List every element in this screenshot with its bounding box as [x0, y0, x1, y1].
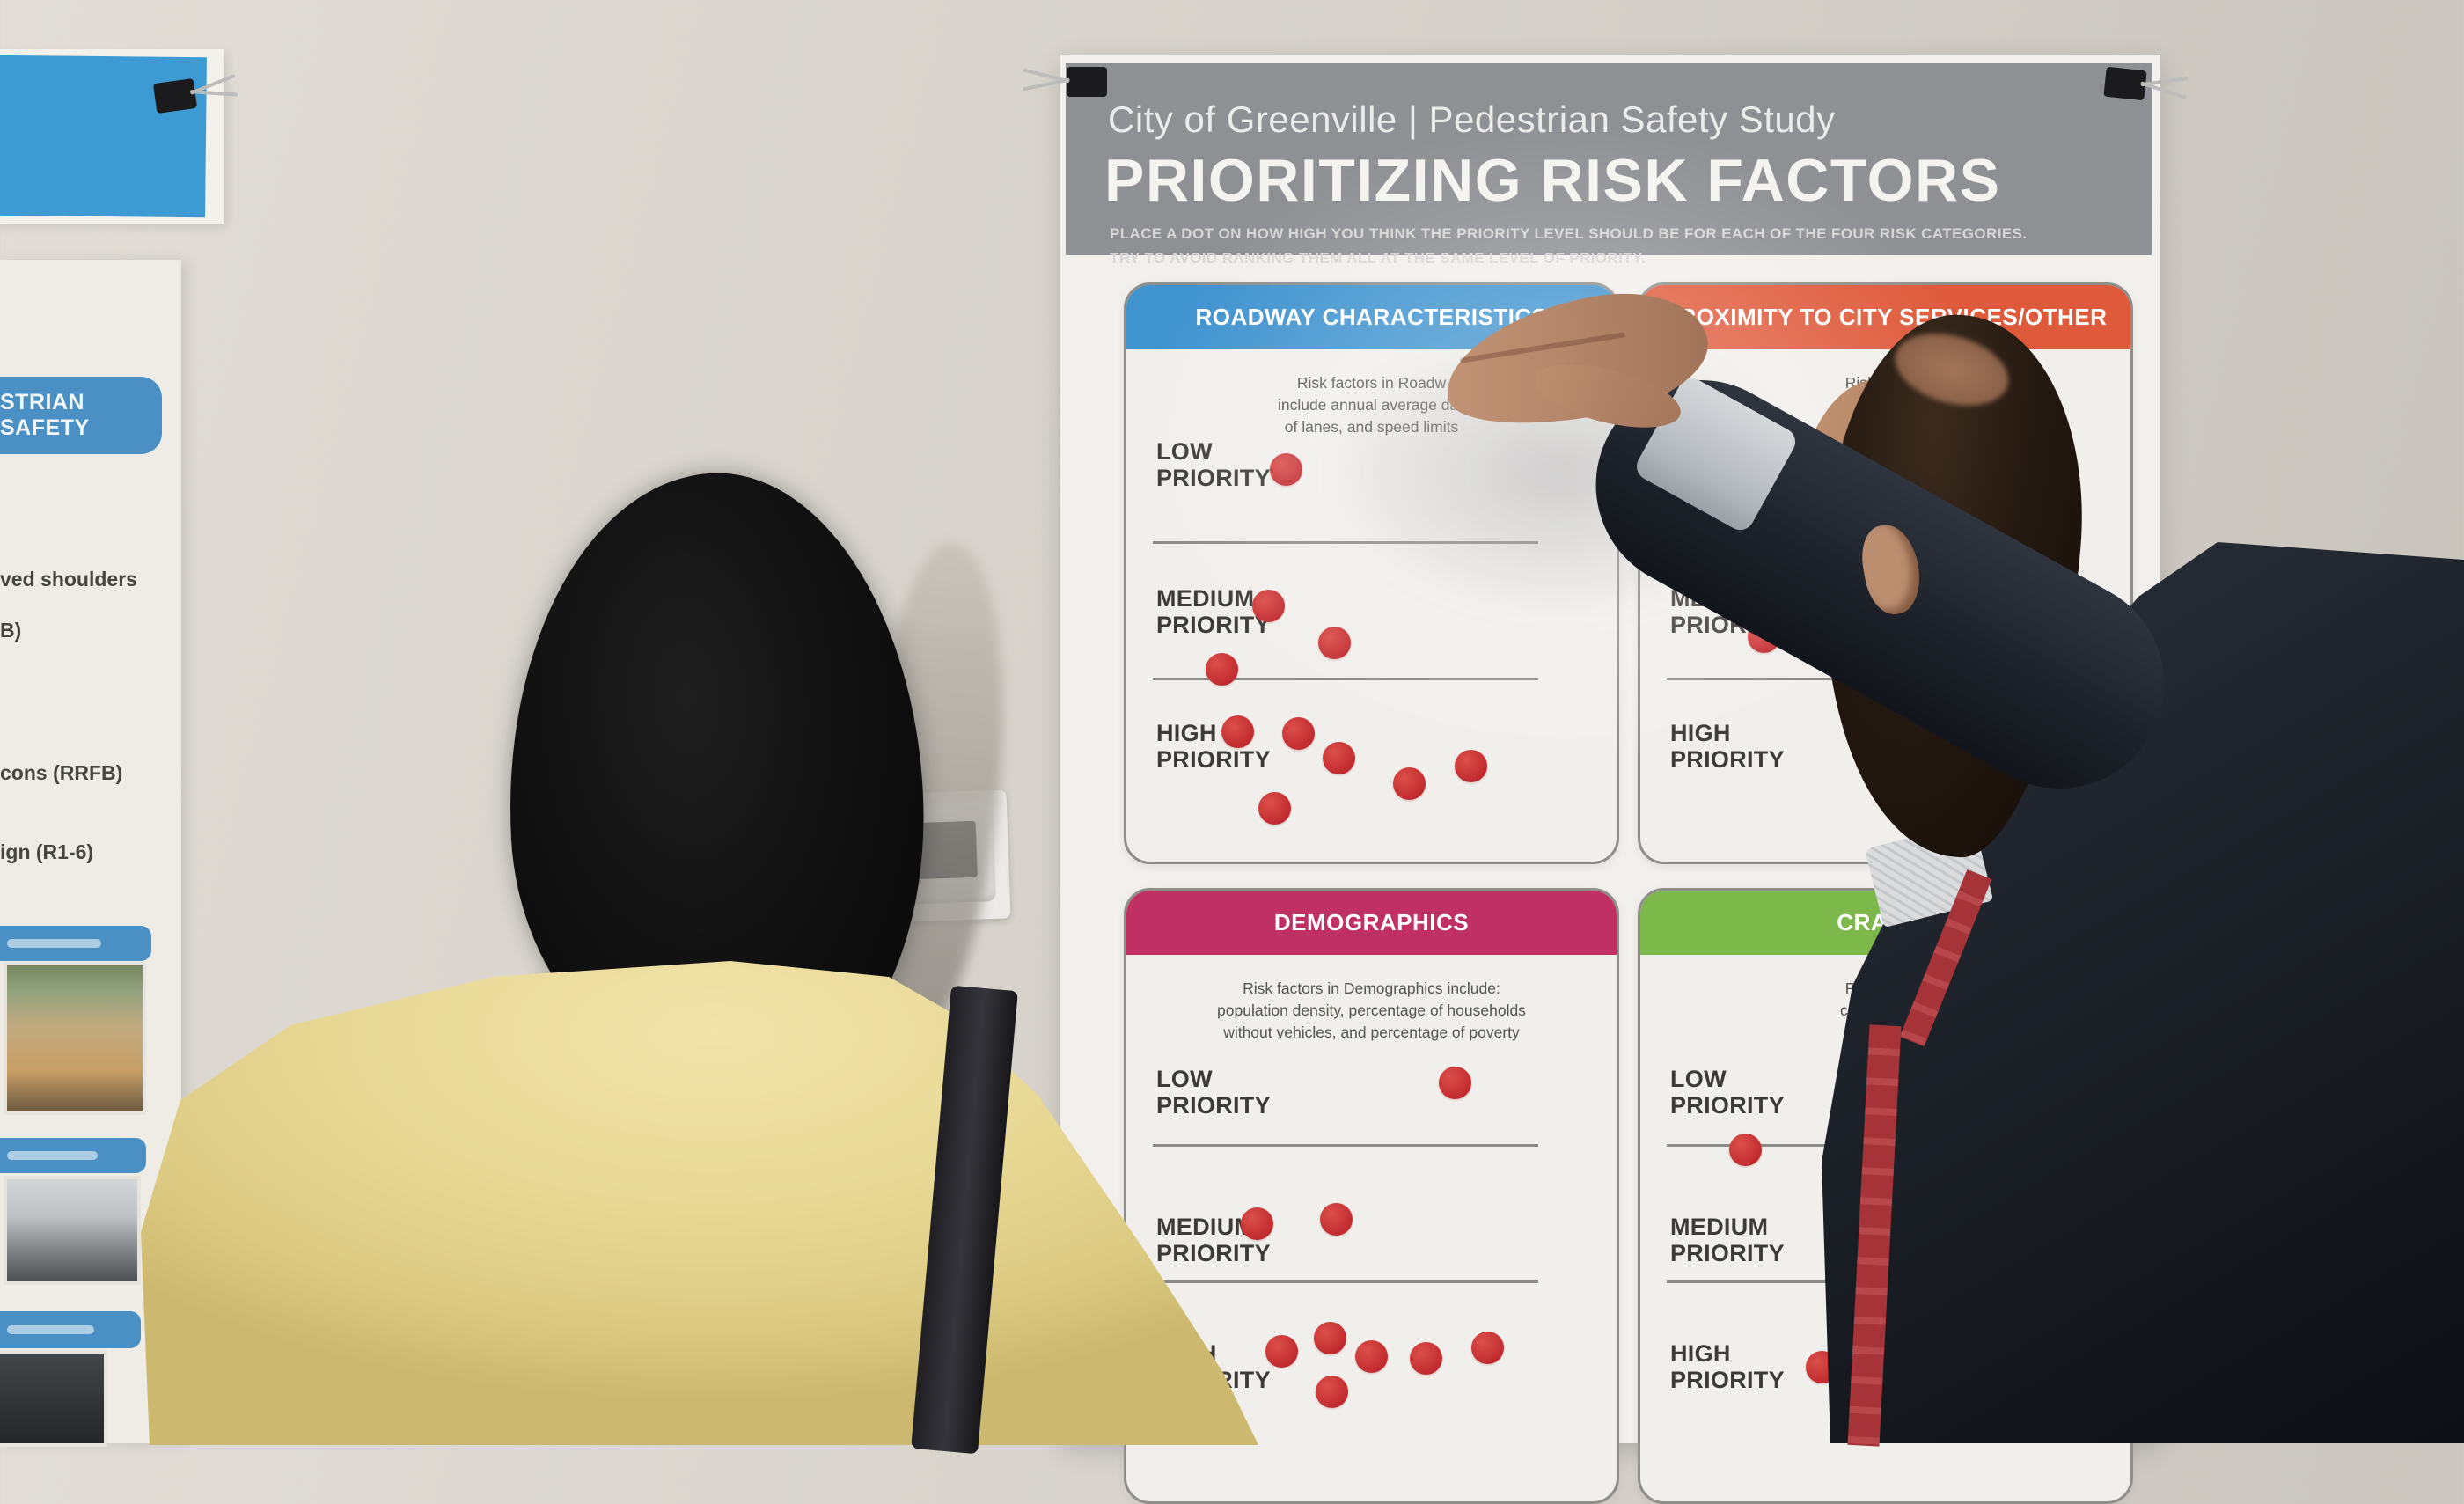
- priority-dot-sticker: [1314, 1322, 1346, 1354]
- left-poster-section-bar: [0, 926, 151, 961]
- left-poster-item: cons (RRFB): [0, 761, 123, 784]
- priority-divider: [1153, 1280, 1538, 1283]
- priority-dot-sticker: [1252, 590, 1285, 622]
- card-description-line: population density, percentage of househ…: [1217, 1001, 1526, 1019]
- left-poster-header-label: STRIAN SAFETY: [0, 390, 90, 440]
- card-description-line: include annual average dail: [1277, 395, 1465, 414]
- left-poster-section-bar: [0, 1311, 141, 1348]
- priority-dot-sticker: [1320, 1203, 1353, 1236]
- card-description-line: Risk factors in Roadw: [1296, 374, 1446, 392]
- priority-dot-sticker: [1323, 742, 1355, 774]
- illegible-caption: [7, 1151, 98, 1160]
- card-description-line: of lanes, and speed limits: [1284, 417, 1458, 436]
- illegible-caption: [7, 939, 101, 948]
- priority-dot-sticker: [1316, 1376, 1348, 1408]
- binder-clip-icon: [152, 73, 238, 114]
- priority-dot-sticker: [1393, 767, 1426, 800]
- street-photo-grayscale: [7, 1179, 137, 1281]
- priority-dot-sticker: [1439, 1067, 1471, 1099]
- priority-divider: [1153, 678, 1538, 680]
- illegible-caption: [7, 1325, 95, 1334]
- left-poster-section-bar: [0, 1138, 146, 1173]
- priority-dot-sticker: [1318, 627, 1351, 659]
- card-title: ROADWAY CHARACTERISTICS: [1195, 303, 1548, 330]
- card-description: Risk factors in Demographics include: po…: [1170, 978, 1573, 1044]
- priority-dot-sticker: [1258, 792, 1291, 825]
- priority-dot-sticker: [1282, 717, 1315, 750]
- poster-title: PRIORITIZING RISK FACTORS: [1104, 147, 2001, 214]
- poster-instruction-line: PLACE A DOT ON HOW HIGH YOU THINK THE PR…: [1110, 225, 2028, 242]
- priority-dot-sticker: [1471, 1332, 1504, 1364]
- card-title-bar: PROXIMITY TO CITY SERVICES/OTHER: [1640, 285, 2130, 349]
- priority-dot-sticker: [1355, 1340, 1388, 1373]
- left-poster-item: ign (R1-6): [0, 840, 94, 863]
- card-description-line: without vehicles, and percentage of pove…: [1223, 1023, 1520, 1041]
- priority-dot-sticker: [1241, 1207, 1273, 1240]
- priority-dot-sticker: [1206, 653, 1238, 686]
- card-demographics: DEMOGRAPHICS Risk factors in Demographic…: [1124, 888, 1619, 1504]
- card-title: DEMOGRAPHICS: [1273, 908, 1470, 935]
- dark-photo: [0, 1354, 104, 1443]
- card-description: Risk factors in Roadw include annual ave…: [1170, 372, 1573, 438]
- priority-dot-sticker: [1265, 1335, 1298, 1368]
- poster-header-band: City of Greenville | Pedestrian Safety S…: [1066, 63, 2152, 267]
- card-description-line: Risk factors in Demographics include:: [1243, 979, 1500, 997]
- card-title-bar: DEMOGRAPHICS: [1126, 891, 1617, 955]
- left-poster-header: STRIAN SAFETY: [0, 377, 162, 454]
- priority-dot-sticker: [1410, 1342, 1442, 1375]
- priority-divider: [1153, 541, 1538, 544]
- left-blue-poster: [0, 55, 207, 218]
- street-photo: [7, 965, 143, 1111]
- priority-dot-sticker: [1455, 750, 1487, 782]
- poster-eyebrow: City of Greenville | Pedestrian Safety S…: [1108, 99, 1836, 140]
- binder-clip-icon: [1023, 67, 1107, 97]
- priority-dot-sticker: [1729, 1134, 1762, 1166]
- left-pedestrian-safety-poster: STRIAN SAFETY ved shoulders B) cons (RRF…: [0, 260, 181, 1443]
- left-poster-item: B): [0, 619, 22, 642]
- left-poster-item: ved shoulders: [0, 568, 137, 591]
- priority-dot-sticker: [1221, 715, 1254, 748]
- priority-divider: [1153, 1144, 1538, 1147]
- poster-instructions: PLACE A DOT ON HOW HIGH YOU THINK THE PR…: [1110, 222, 2027, 271]
- card-title: PROXIMITY TO CITY SERVICES/OTHER: [1663, 303, 2108, 330]
- priority-dot-sticker: [1270, 453, 1302, 486]
- poster-instruction-line: TRY TO AVOID RANKING THEM ALL AT THE SAM…: [1110, 250, 1646, 268]
- binder-clip-icon: [2103, 66, 2189, 101]
